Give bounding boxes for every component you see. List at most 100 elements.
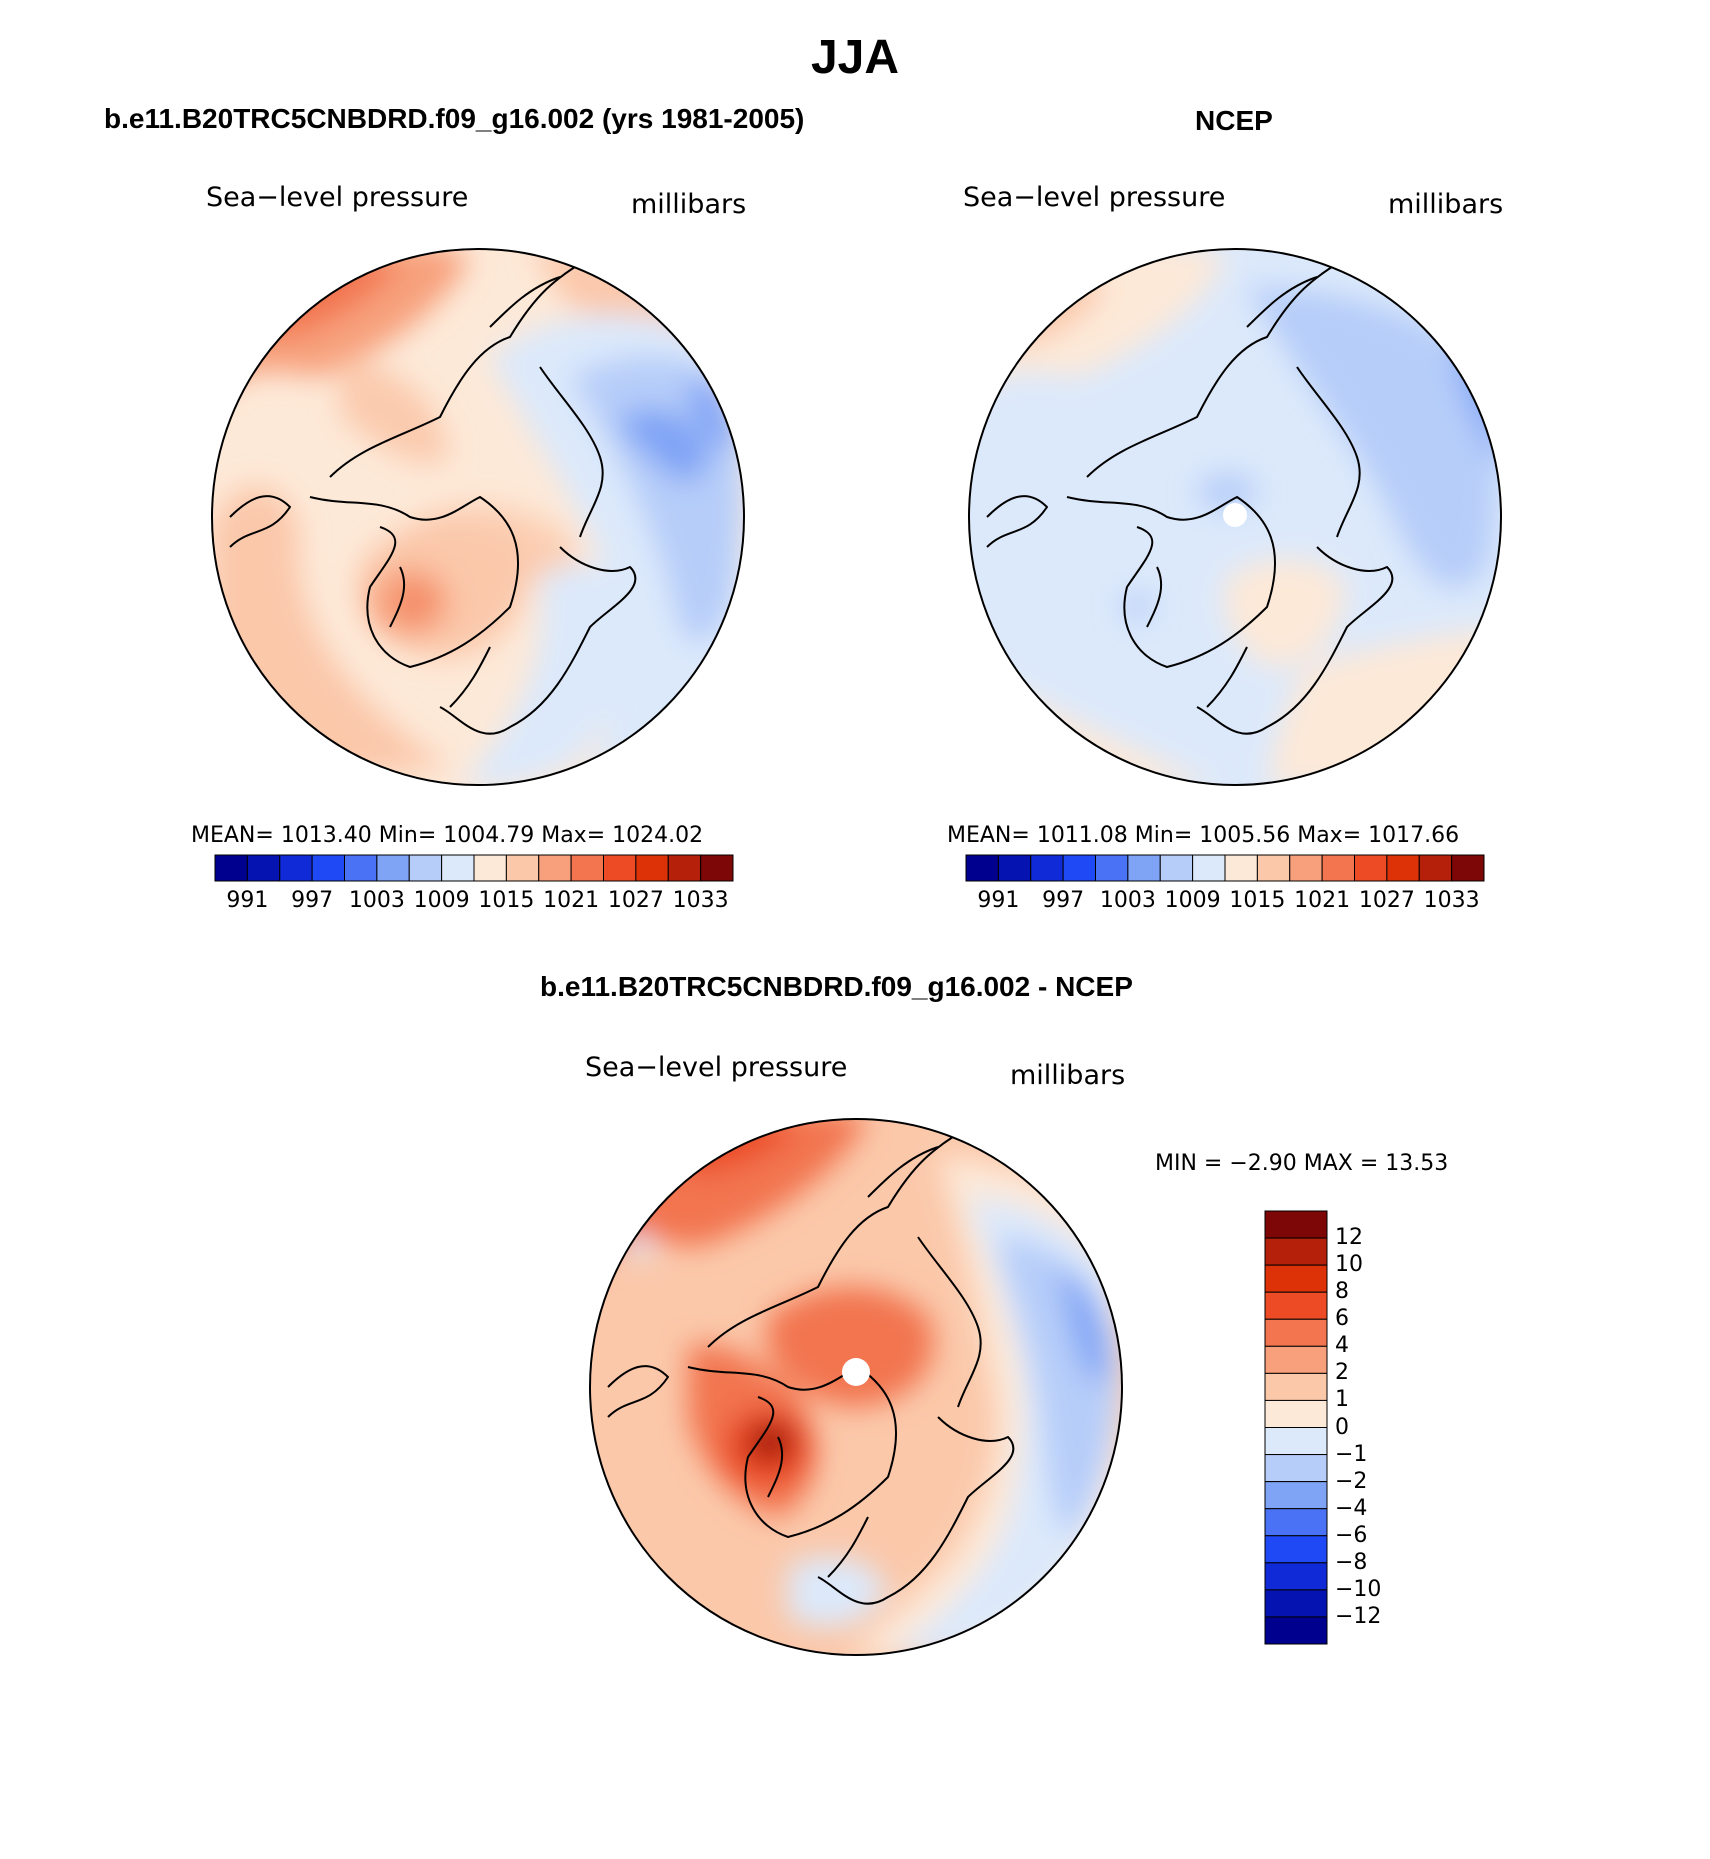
colorbar-swatch	[1289, 854, 1323, 882]
ncep-map-boundary	[968, 248, 1502, 786]
colorbar-tick-label: 1033	[1423, 888, 1480, 913]
colorbar-tick-label: 1027	[1358, 888, 1415, 913]
colorbar-tick-label: 2	[1335, 1360, 1349, 1386]
colorbar-swatch	[408, 854, 443, 882]
colorbar-swatch	[1030, 854, 1064, 882]
colorbar-tick-label: −1	[1335, 1441, 1368, 1467]
diff-variable-label: Sea−level pressure	[585, 1052, 848, 1083]
colorbar-tick-label: −12	[1335, 1603, 1382, 1629]
colorbar-tick-label: −10	[1335, 1576, 1382, 1602]
model-stats: MEAN= 1013.40 Min= 1004.79 Max= 1024.02	[191, 823, 704, 848]
ncep-colorbar	[965, 854, 1485, 882]
colorbar-swatch	[997, 854, 1032, 882]
colorbar-swatch	[1264, 1589, 1328, 1618]
colorbar-tick-label: 997	[291, 888, 334, 913]
colorbar-tick-label: −6	[1335, 1522, 1368, 1548]
colorbar-tick-label: 4	[1335, 1333, 1349, 1359]
colorbar-tick-label: −2	[1335, 1468, 1368, 1494]
colorbar-swatch	[1321, 854, 1355, 882]
ncep-variable-label: Sea−level pressure	[963, 182, 1226, 213]
diff-slp-field	[590, 1119, 1122, 1655]
ncep-slp-map	[968, 248, 1502, 786]
colorbar-swatch	[246, 854, 281, 882]
colorbar-swatch	[1264, 1481, 1328, 1510]
diff-colorbar	[1264, 1210, 1328, 1645]
ncep-pole-marker	[1223, 503, 1247, 527]
colorbar-swatch	[1159, 854, 1194, 882]
diff-pole-marker	[842, 1358, 870, 1386]
colorbar-swatch	[1418, 854, 1453, 882]
colorbar-swatch	[1264, 1237, 1328, 1266]
colorbar-tick-label: 10	[1335, 1252, 1363, 1278]
colorbar-swatch	[603, 854, 637, 882]
colorbar-tick-label: 6	[1335, 1306, 1349, 1332]
colorbar-swatch	[376, 854, 410, 882]
colorbar-swatch	[1264, 1616, 1328, 1645]
colorbar-swatch	[1451, 854, 1485, 882]
colorbar-swatch	[667, 854, 702, 882]
colorbar-swatch	[1264, 1210, 1328, 1239]
diff-map-boundary	[589, 1118, 1123, 1656]
ncep-panel-title: NCEP	[1195, 105, 1273, 136]
colorbar-tick-label: 991	[977, 888, 1020, 913]
colorbar-tick-label: −4	[1335, 1495, 1368, 1521]
colorbar-swatch	[1192, 854, 1226, 882]
model-slp-map	[211, 248, 745, 786]
ncep-units-label: millibars	[1388, 189, 1504, 220]
colorbar-swatch	[538, 854, 572, 882]
colorbar-swatch	[700, 854, 734, 882]
colorbar-swatch	[279, 854, 313, 882]
colorbar-swatch	[344, 854, 378, 882]
colorbar-tick-label: 997	[1042, 888, 1085, 913]
colorbar-tick-label: 1009	[1164, 888, 1221, 913]
colorbar-swatch	[1224, 854, 1258, 882]
colorbar-swatch	[214, 854, 248, 882]
colorbar-swatch	[1354, 854, 1388, 882]
colorbar-swatch	[311, 854, 345, 882]
colorbar-swatch	[1264, 1535, 1328, 1564]
colorbar-swatch	[1264, 1454, 1328, 1483]
colorbar-tick-label: 991	[226, 888, 269, 913]
colorbar-swatch	[1264, 1291, 1328, 1320]
figure-title: JJA	[810, 31, 900, 84]
colorbar-tick-label: 1021	[1294, 888, 1351, 913]
colorbar-swatch	[635, 854, 669, 882]
colorbar-swatch	[1062, 854, 1096, 882]
colorbar-swatch	[1264, 1508, 1328, 1537]
model-colorbar	[214, 854, 734, 882]
diff-stats: MIN = −2.90 MAX = 13.53	[1155, 1151, 1449, 1176]
model-map-boundary	[211, 248, 745, 786]
colorbar-swatch	[1264, 1372, 1328, 1401]
model-slp-field	[212, 249, 744, 785]
colorbar-swatch	[1264, 1345, 1328, 1374]
colorbar-swatch	[441, 854, 475, 882]
diff-coastlines	[607, 1126, 1015, 1605]
colorbar-tick-label: −8	[1335, 1549, 1368, 1575]
colorbar-tick-label: 1033	[672, 888, 729, 913]
colorbar-swatch	[473, 854, 507, 882]
colorbar-swatch	[965, 854, 999, 882]
colorbar-swatch	[1386, 854, 1420, 882]
colorbar-tick-label: 1	[1335, 1387, 1349, 1413]
model-units-label: millibars	[631, 189, 747, 220]
colorbar-tick-label: 1003	[348, 888, 405, 913]
ncep-stats: MEAN= 1011.08 Min= 1005.56 Max= 1017.66	[947, 823, 1460, 848]
colorbar-swatch	[1256, 854, 1291, 882]
colorbar-swatch	[1264, 1427, 1328, 1456]
colorbar-swatch	[570, 854, 604, 882]
colorbar-tick-label: 1009	[413, 888, 470, 913]
model-panel-title: b.e11.B20TRC5CNBDRD.f09_g16.002 (yrs 198…	[104, 103, 805, 134]
model-coastlines	[229, 256, 637, 735]
model-variable-label: Sea−level pressure	[206, 182, 469, 213]
colorbar-tick-label: 0	[1335, 1414, 1349, 1440]
colorbar-tick-label: 1015	[1229, 888, 1286, 913]
diff-slp-map	[589, 1118, 1123, 1656]
colorbar-tick-label: 1015	[478, 888, 535, 913]
colorbar-tick-label: 8	[1335, 1279, 1349, 1305]
colorbar-tick-label: 1027	[607, 888, 664, 913]
colorbar-swatch	[1264, 1562, 1328, 1591]
diff-units-label: millibars	[1010, 1060, 1126, 1091]
ncep-coastlines	[986, 256, 1394, 735]
colorbar-tick-label: 1003	[1099, 888, 1156, 913]
colorbar-swatch	[1264, 1318, 1328, 1347]
